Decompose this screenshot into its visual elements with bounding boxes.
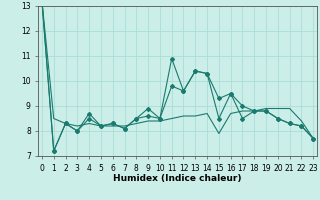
- X-axis label: Humidex (Indice chaleur): Humidex (Indice chaleur): [113, 174, 242, 183]
